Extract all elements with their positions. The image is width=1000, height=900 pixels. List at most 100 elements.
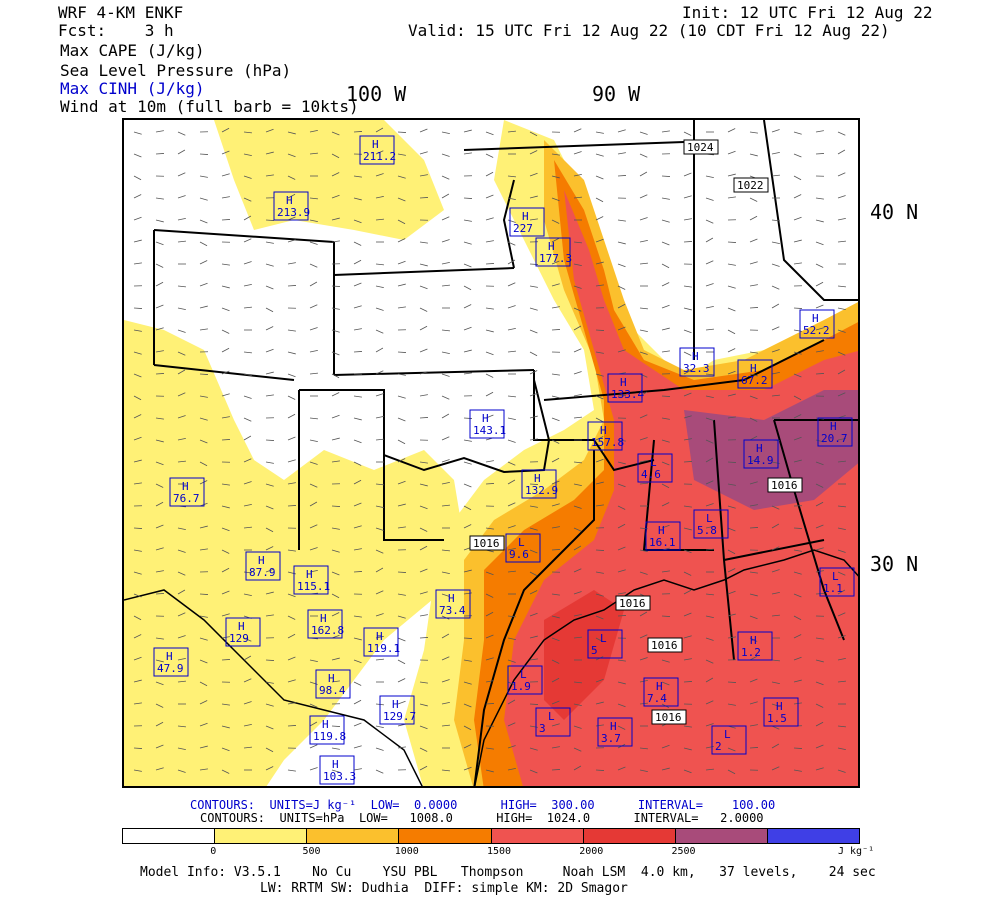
svg-text:H: H [610,720,617,733]
svg-text:H: H [392,698,399,711]
svg-text:H: H [522,210,529,223]
colorbar-tick-label: 2500 [671,846,696,857]
cinh-label: H7.4 [643,677,679,707]
cinh-label: H1.5 [763,697,799,727]
colorbar-swatch [491,829,584,843]
svg-text:47.9: 47.9 [157,662,184,675]
svg-text:1016: 1016 [619,597,646,610]
svg-text:157.8: 157.8 [591,436,624,449]
colorbar-swatch [767,829,859,843]
wind-barbs [133,127,846,775]
colorbar-tick-label: 2000 [579,846,604,857]
svg-text:9.6: 9.6 [509,548,529,561]
svg-text:H: H [306,568,313,581]
colorbar-tick-label: 1000 [394,846,419,857]
svg-text:1016: 1016 [473,537,500,550]
svg-text:H: H [548,240,555,253]
cinh-label: L1.9 [507,665,543,695]
forecast-hour: Fcst: 3 h [58,21,174,40]
svg-text:H: H [372,138,379,151]
svg-text:H: H [166,650,173,663]
svg-text:3: 3 [539,722,546,735]
svg-text:76.7: 76.7 [173,492,200,505]
slp-label: 1016 [615,595,651,611]
svg-text:211.2: 211.2 [363,150,396,163]
valid-time: Valid: 15 UTC Fri 12 Aug 22 (10 CDT Fri … [408,21,890,40]
slp-label: 1022 [733,177,769,193]
svg-text:H: H [750,634,757,647]
svg-text:5: 5 [591,644,598,657]
cinh-label: H73.4 [435,589,471,619]
model-title: WRF 4-KM ENKF [58,3,184,22]
svg-text:H: H [182,480,189,493]
svg-text:H: H [830,420,837,433]
svg-text:87.9: 87.9 [249,566,276,579]
field-cinh: Max CINH (J/kg) [60,79,205,98]
svg-text:L: L [548,710,555,723]
svg-text:H: H [320,612,327,625]
svg-text:119.1: 119.1 [367,642,400,655]
svg-text:L: L [706,512,713,525]
colorbar-swatch [123,829,216,843]
svg-text:H: H [322,718,329,731]
svg-text:H: H [620,376,627,389]
svg-text:H: H [750,362,757,375]
cinh-label: H14.9 [743,439,779,469]
svg-text:L: L [832,570,839,583]
svg-text:H: H [258,554,265,567]
slp-label: 1016 [469,535,505,551]
svg-text:1.9: 1.9 [511,680,531,693]
svg-text:4.6: 4.6 [641,468,661,481]
svg-text:5.8: 5.8 [697,524,717,537]
cinh-label: H52.2 [799,309,835,339]
svg-text:67.2: 67.2 [741,374,768,387]
svg-text:L: L [724,728,731,741]
cinh-label: H3.7 [597,717,633,747]
svg-text:103.3: 103.3 [323,770,356,783]
field-cape: Max CAPE (J/kg) [60,41,205,60]
svg-text:H: H [448,592,455,605]
svg-text:H: H [692,350,699,363]
svg-text:H: H [656,680,663,693]
svg-text:H: H [600,424,607,437]
svg-text:1.1: 1.1 [823,582,843,595]
cinh-label: H1.2 [737,631,773,661]
svg-text:H: H [376,630,383,643]
model-info-physics: LW: RRTM SW: Dudhia DIFF: simple KM: 2D … [260,881,628,896]
field-slp: Sea Level Pressure (hPa) [60,61,292,80]
svg-text:2: 2 [715,740,722,753]
slp-label: 1016 [647,637,683,653]
init-time: Init: 12 UTC Fri 12 Aug 22 [682,3,933,22]
lon-label-100w: 100 W [346,82,407,106]
cinh-label: L5.8 [693,509,729,539]
svg-text:213.9: 213.9 [277,206,310,219]
cinh-label: H87.9 [245,551,281,581]
svg-text:7.4: 7.4 [647,692,667,705]
cinh-label: L5 [587,629,623,659]
cinh-label: L2 [711,725,747,755]
cinh-label: L3 [535,707,571,737]
cinh-label: H67.2 [737,359,773,389]
lat-label-30n: 30 N [870,552,919,576]
colorbar-swatch [215,829,308,843]
svg-text:1016: 1016 [651,639,678,652]
svg-text:14.9: 14.9 [747,454,774,467]
svg-text:1.5: 1.5 [767,712,787,725]
colorbar-tick-label: 500 [302,846,321,857]
svg-text:177.3: 177.3 [539,252,572,265]
svg-text:L: L [520,668,527,681]
svg-text:1024: 1024 [687,141,714,154]
